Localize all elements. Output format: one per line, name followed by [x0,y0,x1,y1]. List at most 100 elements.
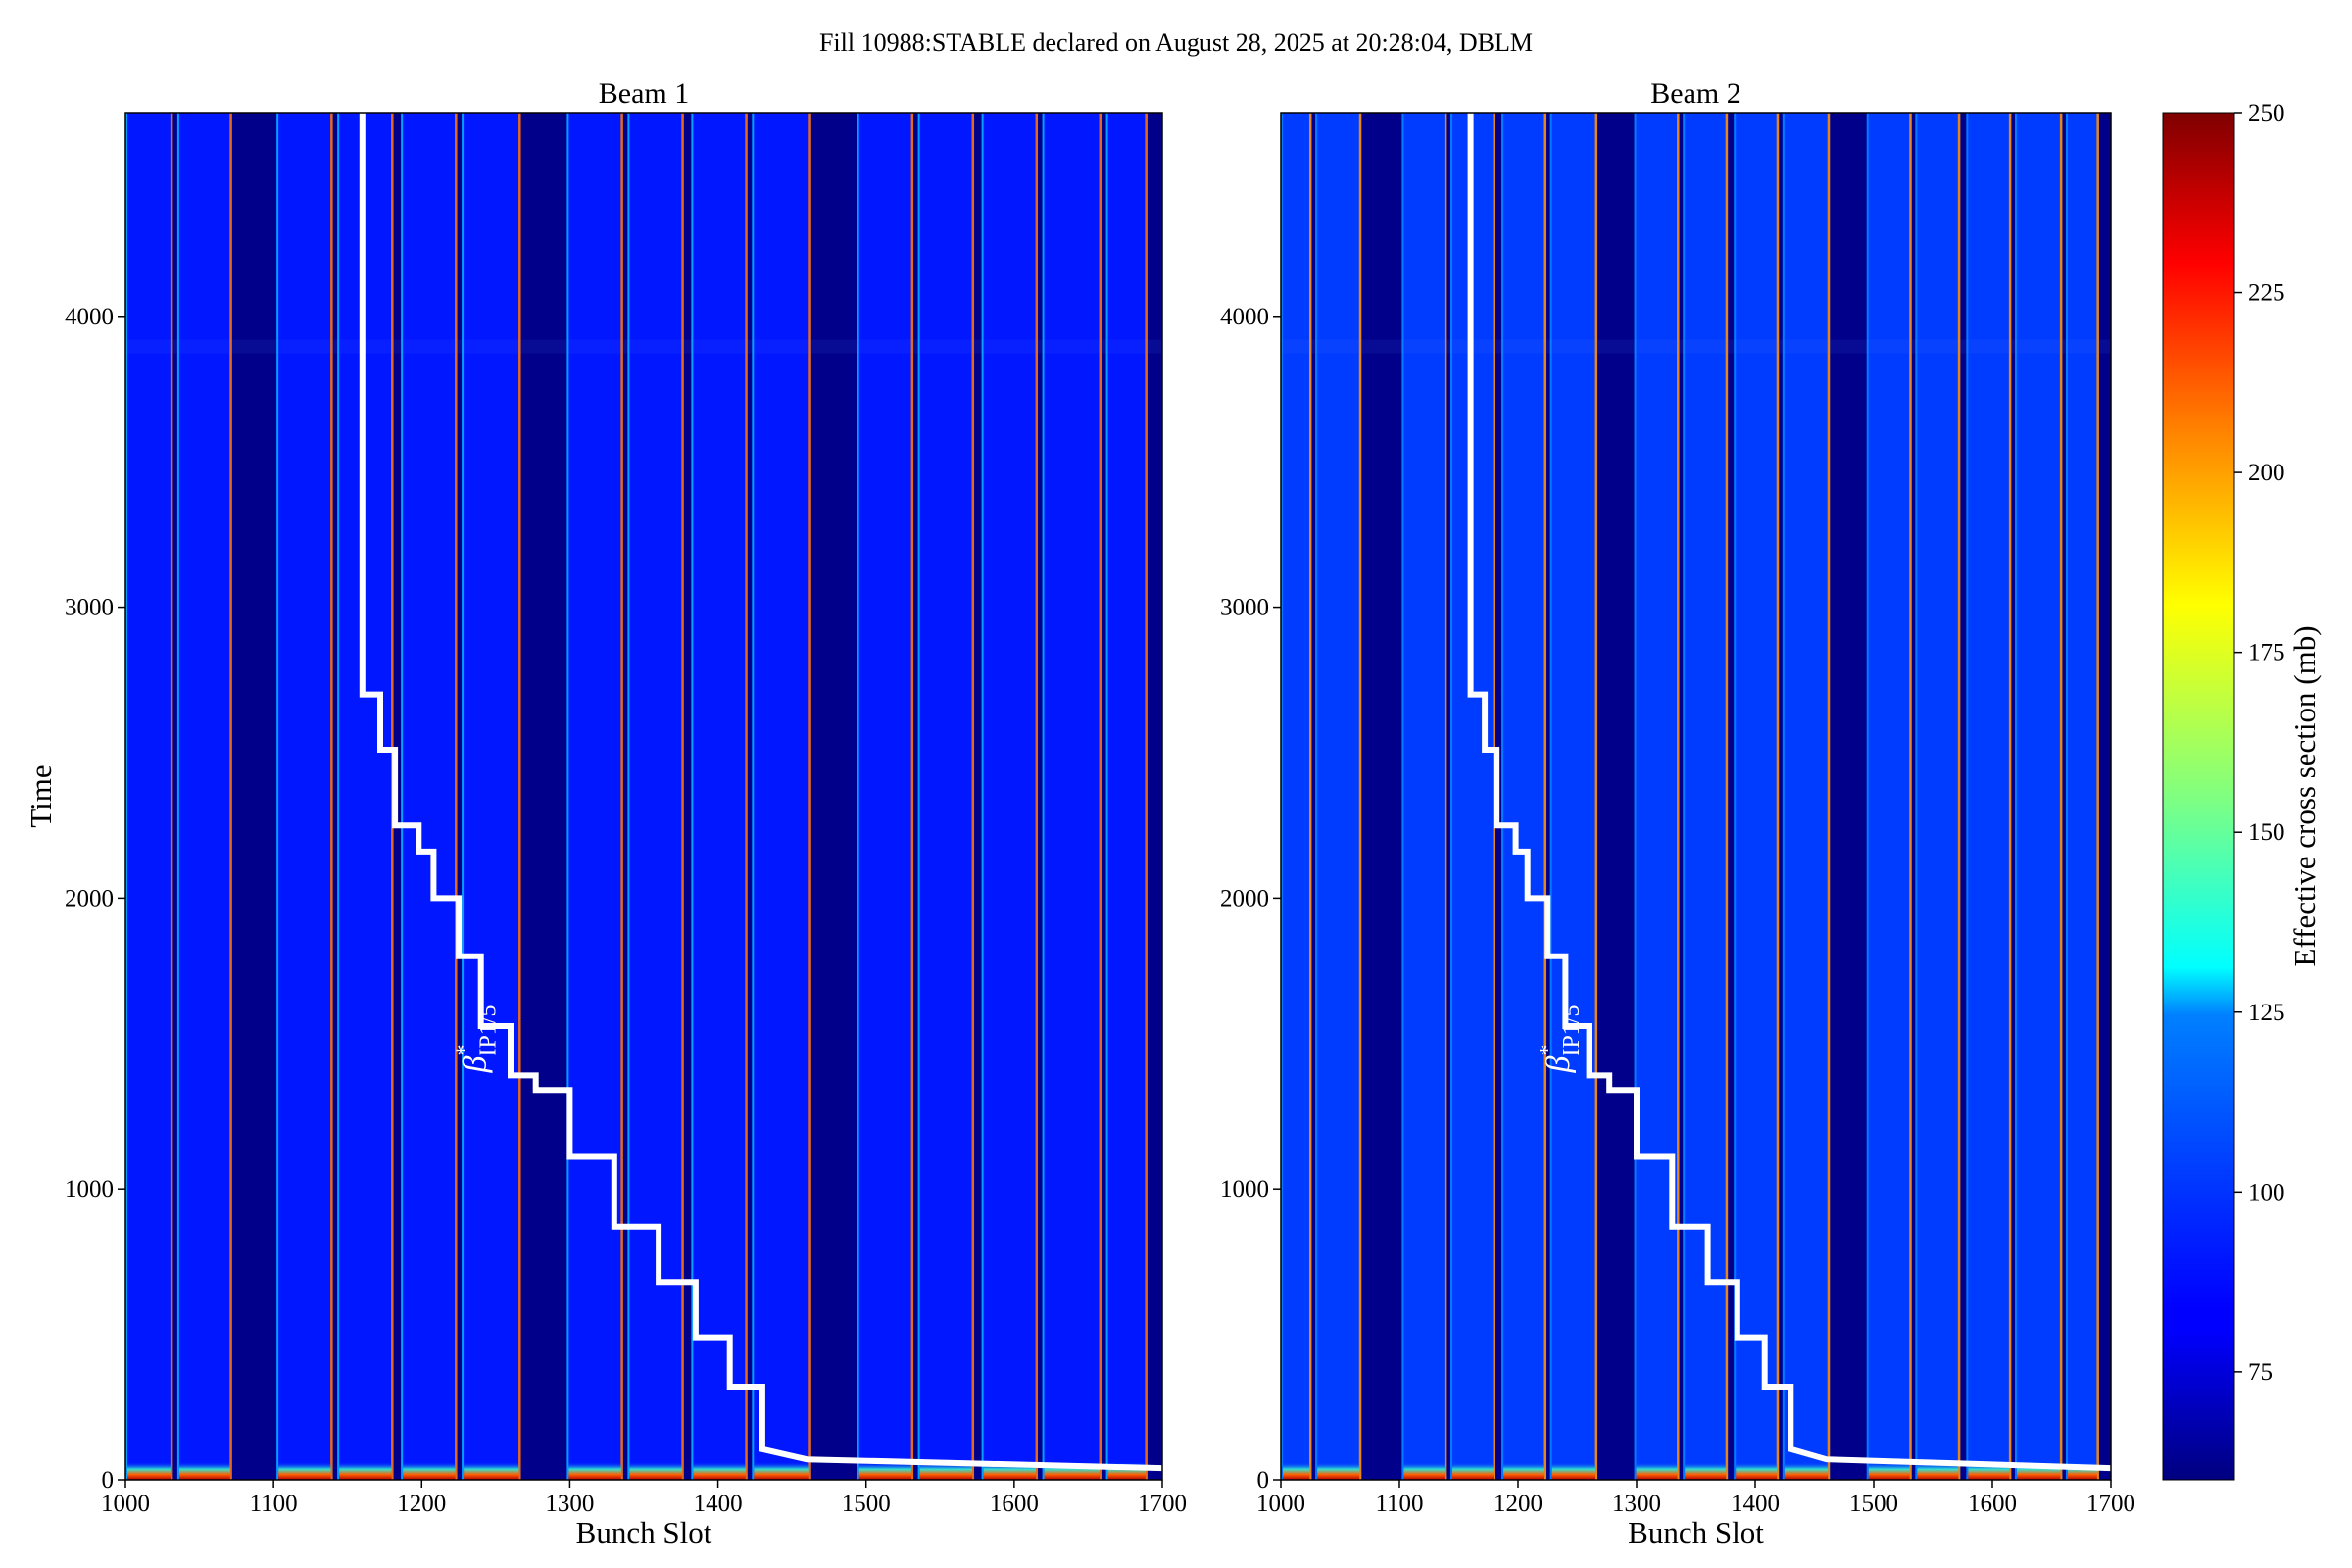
colorbar-gradient [2162,112,2235,1481]
bunch-train-band [1501,113,1547,1480]
early-time-glow [403,1462,456,1480]
colorbar-tick-label: 200 [2248,460,2285,486]
early-time-glow [1452,1462,1494,1480]
early-time-glow [127,1462,172,1480]
early-time-glow [629,1462,682,1480]
bunch-train-band [1866,113,1912,1480]
train-tail-bunch [910,113,914,1480]
early-time-glow [1551,1462,1596,1480]
colorbar-tick-label: 100 [2248,1179,2285,1205]
bunch-train-band [1734,113,1780,1480]
early-time-glow [1917,1462,1959,1480]
bunch-train [857,113,914,1480]
train-head-bunch [857,113,859,1480]
early-time-glow [1636,1462,1678,1480]
x-tick-label: 1300 [1612,1491,1661,1517]
early-time-glow [1868,1462,1910,1480]
bunch-train [691,113,748,1480]
train-head-bunch [462,113,465,1480]
train-head-bunch [1281,113,1283,1480]
bunch-train [2066,113,2099,1480]
bunch-train-band [1549,113,1598,1480]
early-time-glow [693,1462,746,1480]
train-head-bunch [337,113,340,1480]
bunch-train [176,113,232,1480]
train-tail-bunch [2008,113,2012,1480]
bunch-train-band [627,113,684,1480]
x-tick-label: 1500 [842,1491,891,1517]
train-head-bunch [691,113,694,1480]
train-tail-bunch [518,113,521,1480]
bunch-train [1782,113,1831,1480]
bunch-train [1966,113,2012,1480]
bunch-train [1401,113,1447,1480]
beta-star-step-line [359,113,1163,1472]
early-time-glow [1784,1462,1829,1480]
bunch-train [566,113,623,1480]
train-tail-bunch [745,113,748,1480]
bunch-train-band [1105,113,1148,1480]
beta-star-step-line [1467,113,2112,1472]
train-tail-bunch [1308,113,1312,1480]
bunch-train-band [337,113,394,1480]
train-tail-bunch [1035,113,1039,1480]
y-tick-label: 2000 [1220,885,1269,911]
train-head-bunch [1501,113,1504,1480]
bunch-train-band [1281,113,1312,1480]
early-time-glow [178,1462,230,1480]
bunch-train [1915,113,1961,1480]
bunch-train-band [462,113,521,1480]
train-tail-bunch [1909,113,1912,1480]
train-tail-bunch [170,113,173,1480]
train-head-bunch [2066,113,2069,1480]
x-tick-label: 1000 [101,1491,150,1517]
beta-star-annotation: β*IP1/5 [1536,1005,1585,1074]
early-time-glow [1283,1462,1310,1480]
train-head-bunch [2014,113,2017,1480]
early-time-glow [568,1462,621,1480]
train-head-bunch [917,113,920,1480]
early-time-glow [1685,1462,1727,1480]
bunch-train-band [1401,113,1447,1480]
train-head-bunch [1450,113,1453,1480]
panel-beam-1: β*IP1/5 1000 1100 1200 1300 1400 1500 1600 1700 0… [24,77,1187,1549]
colorbar-tick-label: 75 [2248,1359,2273,1386]
figure-title: Fill 10988:STABLE declared on August 28,… [819,28,1533,57]
plot-frame [1280,112,2112,1481]
x-tick-label: 1700 [2086,1491,2135,1517]
train-head-bunch [1042,113,1045,1480]
beta-star-annotation: β*IP1/5 [452,1005,501,1074]
y-axis-label: Time [24,764,58,827]
train-tail-bunch [1444,113,1447,1480]
early-time-glow [339,1462,392,1480]
bunch-train [1281,113,1312,1480]
early-time-glow [1736,1462,1778,1480]
bunch-train-band [401,113,458,1480]
y-tick-label: 0 [1257,1467,1270,1494]
bunch-train [1549,113,1598,1480]
train-tail-bunch [1358,113,1362,1480]
y-tick-label: 4000 [1220,304,1269,330]
train-head-bunch [1549,113,1552,1480]
x-tick-label: 1500 [1849,1491,1898,1517]
train-tail-bunch [620,113,623,1480]
early-time-glow [278,1462,331,1480]
train-head-bunch [1966,113,1969,1480]
train-tail-bunch [681,113,684,1480]
train-head-bunch [1315,113,1318,1480]
y-tick-label: 1000 [65,1176,114,1202]
train-head-bunch [401,113,404,1480]
train-head-bunch [1782,113,1785,1480]
train-head-bunch [276,113,279,1480]
bunch-train [1105,113,1148,1480]
bunch-train-band [176,113,232,1480]
y-tick-label: 3000 [65,595,114,621]
bunch-train-band [1634,113,1680,1480]
bunch-train [2014,113,2063,1480]
train-tail-bunch [1776,113,1780,1480]
train-head-bunch [125,113,127,1480]
x-tick-label: 1100 [1375,1491,1423,1517]
time-band [125,339,1162,354]
y-tick-label: 1000 [1220,1176,1269,1202]
train-tail-bunch [1099,113,1102,1480]
